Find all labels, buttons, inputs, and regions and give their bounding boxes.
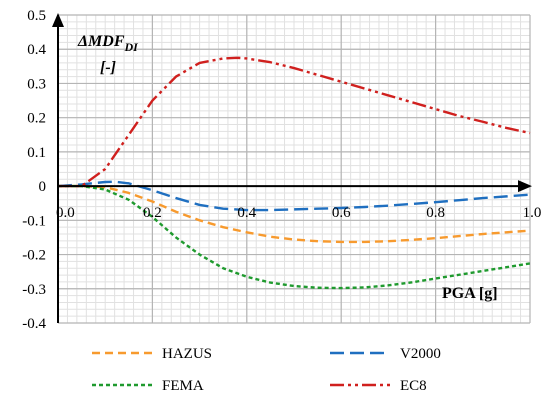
axes-layer	[52, 13, 532, 323]
x-tick-label: 0.0	[56, 205, 75, 221]
y-axis-label: ΔMDFDI	[77, 33, 139, 54]
x-tick-label: 1.0	[523, 205, 542, 221]
series-line-v2000	[57, 180, 531, 212]
x-axis-arrow	[518, 180, 532, 193]
series-line-fema	[58, 184, 531, 290]
series-line-ec8	[58, 56, 531, 188]
legend-label: FEMA	[162, 378, 204, 394]
y-tick-label: 0.5	[27, 8, 46, 24]
legend-label: HAZUS	[162, 346, 212, 362]
y-tick-label: -0.2	[22, 248, 46, 264]
legend-item-hazus: HAZUS	[92, 346, 212, 362]
y-tick-label: 0.3	[27, 76, 46, 92]
y-tick-label: 0.2	[27, 111, 46, 127]
legend: HAZUS V2000 FEMA EC8	[92, 346, 441, 394]
legend-item-fema: FEMA	[92, 378, 204, 394]
y-tick-label: -0.4	[22, 316, 46, 332]
legend-label: V2000	[400, 346, 441, 362]
y-tick-label: 0.1	[27, 145, 46, 161]
y-axis-unit: [-]	[100, 59, 116, 76]
x-tick-label: 0.8	[426, 205, 445, 221]
y-axis-arrow	[52, 13, 64, 27]
y-axis-label-sub: DI	[123, 40, 139, 54]
series-layer	[57, 56, 531, 290]
grid-minor	[57, 14, 531, 324]
legend-item-v2000: V2000	[330, 346, 441, 362]
legend-label: EC8	[400, 378, 427, 394]
y-tick-label: -0.1	[22, 213, 46, 229]
ticks-layer: 0.5 0.4 0.3 0.2 0.1 0 -0.1 -0.2 -0.3 -0.4 0.0 0.2 0.…	[22, 8, 541, 332]
legend-item-ec8: EC8	[330, 378, 427, 394]
x-tick-label: 0.4	[237, 205, 256, 221]
y-tick-label: 0.4	[27, 42, 46, 58]
x-axis-label: PGA [g]	[442, 285, 498, 302]
y-tick-label: -0.3	[22, 282, 46, 298]
y-tick-label: 0	[39, 179, 47, 195]
series-line-hazus	[58, 184, 531, 244]
x-tick-label: 0.2	[143, 205, 162, 221]
x-tick-label: 0.6	[332, 205, 351, 221]
y-axis-label-main: ΔMDF	[77, 33, 125, 50]
